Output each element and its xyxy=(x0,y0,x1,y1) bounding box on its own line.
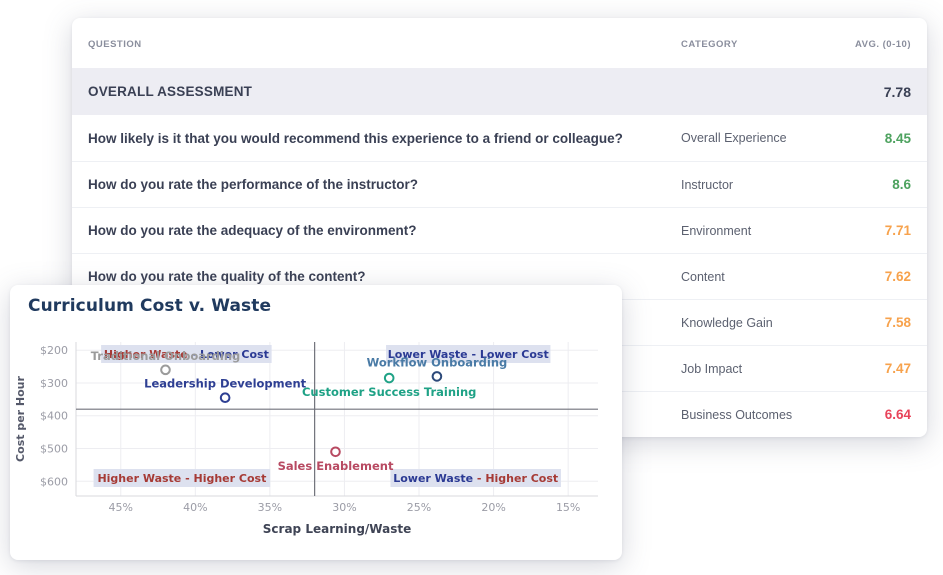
x-tick-label: 20% xyxy=(481,501,505,514)
data-point-leadership-development[interactable] xyxy=(219,392,231,404)
category-text: Overall Experience xyxy=(681,131,787,145)
scatter-chart-card: Curriculum Cost v. Waste 45% 40% 35% 30% 25%… xyxy=(10,285,622,560)
overall-assessment-value: 7.78 xyxy=(883,83,911,100)
x-axis-title: Scrap Learning/Waste xyxy=(263,522,411,536)
x-tick-label: 40% xyxy=(183,501,207,514)
question-text: How likely is it that you would recommen… xyxy=(88,130,623,146)
overall-assessment-row: OVERALL ASSESSMENT 7.78 xyxy=(72,68,927,115)
category-text: Knowledge Gain xyxy=(681,315,773,330)
avg-score-value: 8.45 xyxy=(884,130,911,146)
overall-assessment-label: OVERALL ASSESSMENT xyxy=(88,84,253,99)
column-header-avg: AVG. (0-10) xyxy=(854,38,911,50)
data-point-customer-success-training[interactable] xyxy=(383,372,395,384)
data-point-label-traditional-onboarding: Traditional Onboarding xyxy=(91,349,241,363)
data-point-label-leadership-development: Leadership Development xyxy=(144,377,306,391)
column-header-category: CATEGORY xyxy=(681,38,738,50)
quadrant-label-box-top-left xyxy=(101,345,272,363)
quadrant-label-bottom-left: Higher Waste - Higher Cost xyxy=(97,472,266,485)
column-header-question: QUESTION xyxy=(88,38,142,50)
category-text: Business Outcomes xyxy=(681,407,793,422)
quadrant-label-top-left: Higher Waste - Lower Cost xyxy=(104,348,269,361)
y-tick-label: $500 xyxy=(40,442,68,455)
table-row: How likely is it that you would recommen… xyxy=(72,115,927,161)
question-text: How do you rate the performance of the i… xyxy=(88,177,419,192)
x-tick-label: 35% xyxy=(258,501,282,514)
question-text: How do you rate the quality of the conte… xyxy=(88,269,366,284)
x-tick-label: 15% xyxy=(556,501,580,514)
y-tick-label: $400 xyxy=(40,410,68,423)
avg-score-value: 7.62 xyxy=(884,269,911,284)
avg-score-value: 7.47 xyxy=(884,361,911,376)
chart-title: Curriculum Cost v. Waste xyxy=(28,296,272,316)
category-text: Content xyxy=(681,269,725,284)
y-tick-label: $600 xyxy=(40,475,68,488)
quadrant-label-box-top-right xyxy=(386,345,551,363)
category-text: Job Impact xyxy=(681,361,743,376)
quadrant-label-top-right: Lower Waste - Lower Cost xyxy=(388,348,549,361)
avg-score-value: 8.6 xyxy=(892,177,911,192)
x-tick-label: 45% xyxy=(109,501,133,514)
data-point-label-sales-enablement: Sales Enablement xyxy=(278,459,394,473)
table-row: How do you rate the performance of the i… xyxy=(72,161,927,207)
avg-score-value: 7.71 xyxy=(884,223,911,238)
data-point-workflow-onboarding[interactable] xyxy=(431,371,443,382)
avg-score-value: 7.58 xyxy=(884,315,911,330)
question-text: How do you rate the adequacy of the envi… xyxy=(88,223,417,238)
table-header-row: QUESTION CATEGORY AVG. (0-10) xyxy=(72,20,927,68)
y-tick-label: $300 xyxy=(40,377,68,390)
data-point-label-workflow-onboarding: Workflow Onboarding xyxy=(367,355,508,369)
data-point-traditional-onboarding[interactable] xyxy=(160,364,171,376)
avg-score-value: 6.64 xyxy=(884,407,911,422)
quadrant-label-box-bottom-left xyxy=(93,469,271,487)
data-point-label-customer-success-training: Customer Success Training xyxy=(302,385,476,399)
quadrant-label-bottom-right: Lower Waste - Higher Cost xyxy=(393,472,558,485)
category-text: Instructor xyxy=(681,177,734,192)
x-tick-label: 30% xyxy=(332,501,356,514)
table-row: How do you rate the quality of the conte… xyxy=(72,253,927,299)
data-point-sales-enablement[interactable] xyxy=(330,446,341,458)
x-tick-label: 25% xyxy=(407,501,431,514)
y-tick-label: $200 xyxy=(40,344,68,357)
y-axis-title: Cost per Hour xyxy=(14,375,27,461)
table-row: How do you rate the adequacy of the envi… xyxy=(72,207,927,253)
curriculum-cost-waste-scatter: 45% 40% 35% 30% 25% 20% 15% $200 $300 $400 $500 $60… xyxy=(14,342,598,536)
quadrant-label-box-bottom-right xyxy=(390,469,561,487)
category-text: Environment xyxy=(681,223,752,238)
